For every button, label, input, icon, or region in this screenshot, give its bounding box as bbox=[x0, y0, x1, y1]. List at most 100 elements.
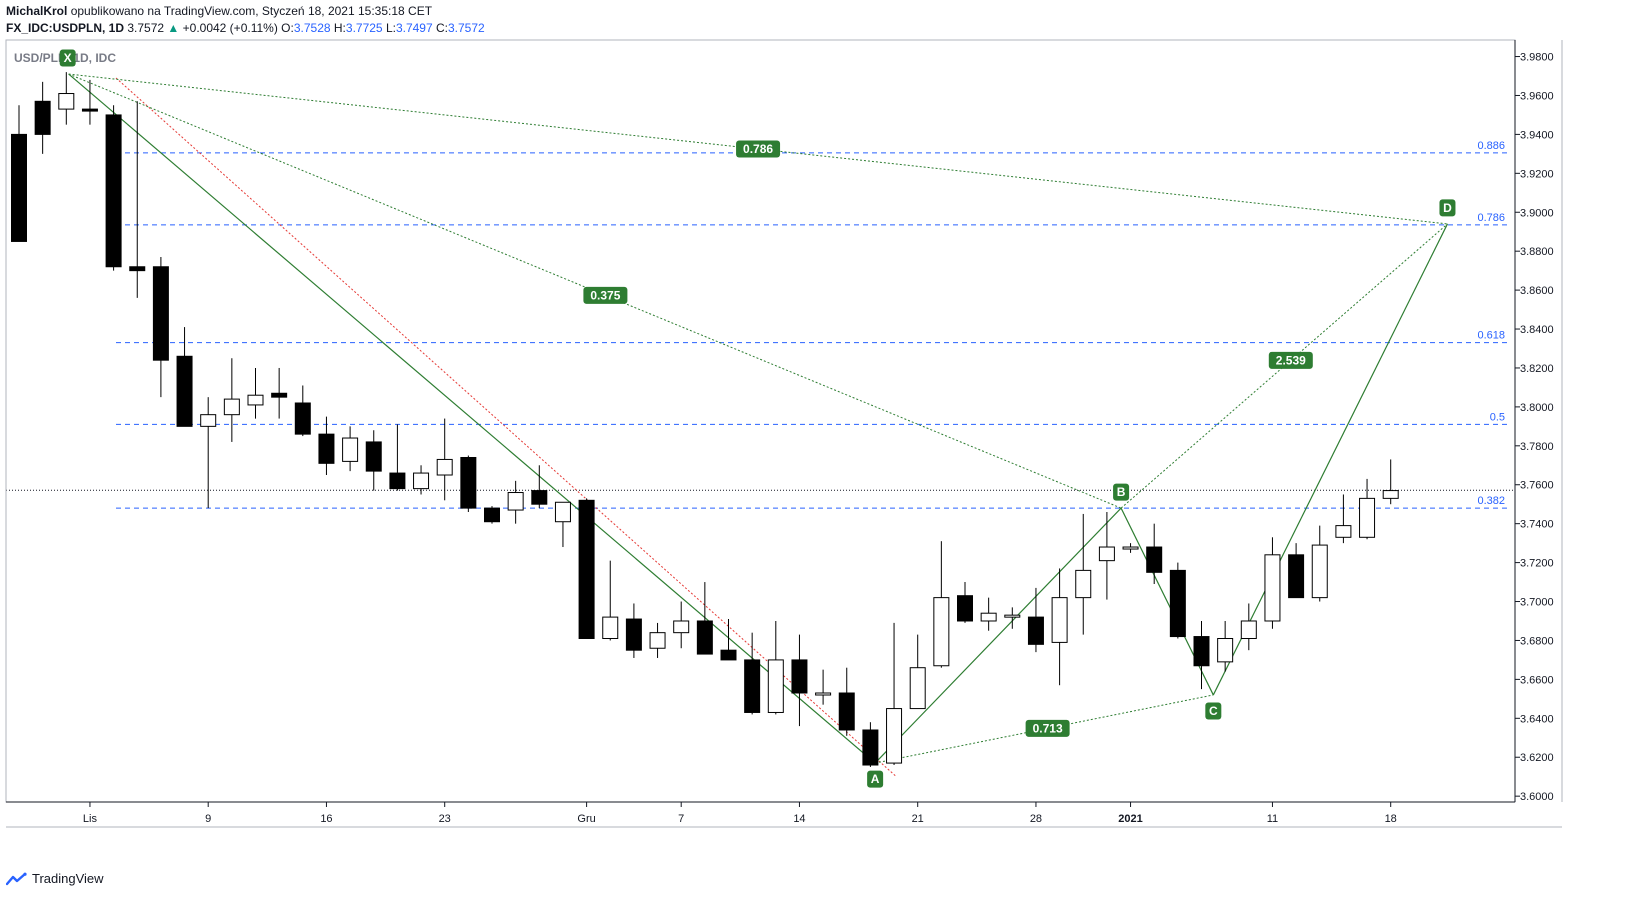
candle[interactable] bbox=[862, 722, 879, 767]
high-value: 3.7725 bbox=[345, 21, 383, 35]
published-text: opublikowano na TradingView.com, Styczeń… bbox=[70, 4, 433, 18]
candle[interactable] bbox=[223, 358, 240, 442]
candle[interactable] bbox=[294, 385, 311, 437]
candle[interactable] bbox=[1335, 494, 1352, 544]
candle[interactable] bbox=[625, 603, 642, 658]
candle[interactable] bbox=[1075, 513, 1092, 635]
candle-body-up bbox=[602, 616, 619, 640]
pattern-ratio-label-bg bbox=[1025, 719, 1070, 737]
pattern-point-label: C bbox=[1209, 704, 1218, 718]
pattern-leg-CD bbox=[1212, 223, 1448, 696]
candle[interactable] bbox=[1027, 587, 1044, 653]
candle[interactable] bbox=[413, 465, 430, 495]
candle[interactable] bbox=[1051, 568, 1068, 686]
candle[interactable] bbox=[484, 506, 500, 524]
candle[interactable] bbox=[152, 257, 169, 398]
candle[interactable] bbox=[436, 418, 453, 501]
candle[interactable] bbox=[886, 622, 903, 766]
candle[interactable] bbox=[957, 582, 973, 623]
candle[interactable] bbox=[791, 634, 808, 727]
candle[interactable] bbox=[460, 455, 477, 512]
pattern-point-label-bg bbox=[1205, 702, 1222, 720]
candle[interactable] bbox=[554, 501, 571, 548]
candle-body-down bbox=[744, 659, 761, 713]
candle-body-down bbox=[318, 433, 335, 464]
pattern-ratio-label-bg bbox=[583, 286, 628, 304]
candle[interactable] bbox=[271, 367, 288, 419]
candle[interactable] bbox=[838, 667, 855, 736]
candle-body-down bbox=[294, 402, 311, 435]
candle[interactable] bbox=[909, 634, 926, 710]
candle[interactable] bbox=[365, 430, 382, 491]
candle[interactable] bbox=[980, 597, 997, 631]
y-tick-label: 3.9600 bbox=[1520, 90, 1554, 102]
candle[interactable] bbox=[1193, 620, 1210, 690]
candle[interactable] bbox=[1122, 543, 1139, 553]
candle[interactable] bbox=[58, 72, 75, 125]
y-tick-label: 3.7200 bbox=[1520, 558, 1554, 570]
x-tick-label: Gru bbox=[577, 813, 595, 825]
y-tick-label: 3.7400 bbox=[1520, 519, 1554, 531]
candle[interactable] bbox=[507, 480, 524, 524]
candle[interactable] bbox=[318, 416, 335, 476]
candle-body-up bbox=[767, 659, 784, 713]
candle[interactable] bbox=[1382, 459, 1399, 505]
x-tick-label: 7 bbox=[678, 813, 684, 825]
candle[interactable] bbox=[176, 327, 193, 427]
candle-body-up bbox=[436, 458, 453, 476]
candle[interactable] bbox=[247, 367, 264, 419]
candle[interactable] bbox=[1146, 523, 1163, 585]
candle-body-up bbox=[1311, 544, 1328, 599]
pattern-leg-XA bbox=[68, 73, 876, 764]
brand-name[interactable]: TradingView bbox=[32, 871, 104, 886]
candle[interactable] bbox=[531, 465, 548, 509]
candle[interactable] bbox=[602, 560, 619, 641]
price-change: +0.0042 (+0.11%) bbox=[182, 21, 278, 35]
author-name[interactable]: MichalKrol bbox=[6, 4, 68, 18]
y-tick-label: 3.7000 bbox=[1520, 597, 1554, 609]
candle[interactable] bbox=[744, 632, 761, 715]
high-label: H: bbox=[333, 21, 346, 35]
candle-body-down bbox=[1169, 569, 1186, 638]
candle[interactable] bbox=[578, 498, 595, 640]
candle-body-down bbox=[696, 620, 713, 655]
candle[interactable] bbox=[200, 397, 217, 509]
candle[interactable] bbox=[105, 105, 122, 271]
candle[interactable] bbox=[696, 582, 713, 655]
candle[interactable] bbox=[720, 619, 737, 661]
candle[interactable] bbox=[1004, 607, 1021, 629]
candle[interactable] bbox=[767, 620, 784, 715]
candle[interactable] bbox=[342, 426, 359, 472]
fib-level-label: 0.886 bbox=[1477, 140, 1505, 152]
x-tick-label: 18 bbox=[1385, 813, 1397, 825]
pattern-ratio-label: 0.375 bbox=[590, 288, 620, 302]
x-tick-label: 16 bbox=[320, 813, 332, 825]
pattern-point-label: B bbox=[1117, 485, 1126, 499]
close-label: C: bbox=[436, 21, 448, 35]
candle-body-up bbox=[1217, 638, 1234, 663]
candle[interactable] bbox=[1240, 603, 1257, 651]
candle[interactable] bbox=[649, 622, 666, 658]
candle[interactable] bbox=[1359, 478, 1376, 540]
candle-body-down bbox=[81, 108, 98, 112]
candle[interactable] bbox=[1098, 511, 1115, 600]
y-tick-label: 3.7600 bbox=[1520, 480, 1554, 492]
candle-body-up bbox=[507, 492, 524, 511]
candle[interactable] bbox=[933, 541, 950, 668]
candle[interactable] bbox=[1264, 537, 1281, 629]
candle[interactable] bbox=[1288, 543, 1305, 599]
candle[interactable] bbox=[34, 81, 51, 154]
open-label: O: bbox=[281, 21, 294, 35]
candle[interactable] bbox=[673, 601, 690, 649]
candle[interactable] bbox=[815, 669, 832, 705]
candle[interactable] bbox=[389, 424, 406, 491]
candle-body-up bbox=[1051, 597, 1068, 643]
candle[interactable] bbox=[1311, 525, 1328, 602]
candle-body-up bbox=[342, 437, 359, 462]
candle[interactable] bbox=[1217, 620, 1234, 672]
candle[interactable] bbox=[1169, 562, 1186, 639]
candle[interactable] bbox=[11, 105, 27, 242]
candle[interactable] bbox=[129, 101, 146, 298]
candle[interactable] bbox=[81, 79, 98, 125]
